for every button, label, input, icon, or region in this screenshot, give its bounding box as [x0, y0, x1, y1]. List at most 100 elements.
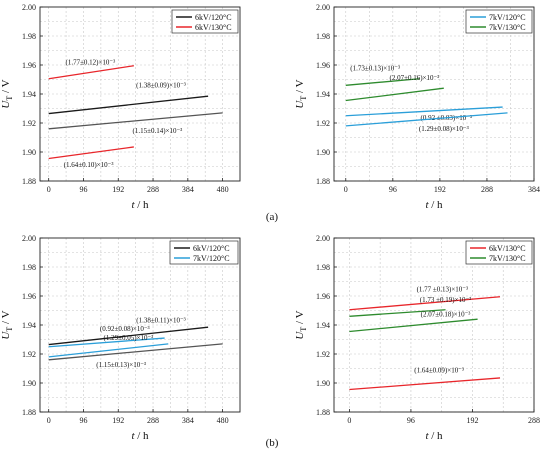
- y-tick-label: 1.94: [316, 321, 330, 330]
- y-tick-label: 1.90: [22, 379, 36, 388]
- chart-panel-3: 1.88 1.90 1.92 1.94 1.96 1.98 2.00 0 96 192 288 384…: [0, 234, 241, 442]
- x-tick-label: 96: [407, 416, 415, 425]
- y-tick-label: 1.92: [22, 119, 36, 128]
- legend-label: 7kV/130°C: [489, 254, 526, 263]
- x-axis-label: t / h: [131, 430, 149, 442]
- figure-label-a: (a): [266, 211, 279, 223]
- figure-label-b: (b): [266, 437, 279, 449]
- y-tick-label: 1.88: [22, 177, 36, 186]
- y-axis-label: UT / V: [0, 310, 14, 339]
- slope-annotation: (1.64±0.10)×10⁻³: [64, 161, 114, 169]
- series-line: [48, 326, 209, 346]
- x-tick-label: 288: [481, 185, 493, 194]
- y-tick-label: 1.96: [22, 61, 36, 70]
- x-tick-label: 192: [112, 185, 124, 194]
- chart-panel-2: 1.88 1.90 1.92 1.94 1.96 1.98 2.00 0 96 192 288 384…: [294, 3, 540, 211]
- x-tick-label: 96: [79, 416, 87, 425]
- legend-label: 6kV/130°C: [489, 244, 526, 253]
- series-line: [349, 318, 478, 333]
- x-tick-label: 192: [466, 416, 478, 425]
- slope-annotation: (1.77 ±0.13)×10⁻³: [417, 286, 469, 294]
- y-tick-label: 1.98: [316, 263, 330, 272]
- slope-annotation: (1.73±0.13)×10⁻³: [350, 65, 400, 73]
- series-line: [48, 65, 134, 80]
- x-tick-label: 384: [182, 185, 194, 194]
- slope-annotation: (1.64±0.09)×10⁻³: [414, 367, 464, 375]
- x-tick-label: 0: [344, 185, 348, 194]
- y-tick-label: 1.92: [316, 350, 330, 359]
- series-line: [48, 343, 169, 358]
- series-line: [48, 112, 223, 130]
- slope-annotation: (1.38±0.11)×10⁻³: [136, 316, 186, 324]
- legend-label: 7kV/120°C: [489, 13, 526, 22]
- y-tick-label: 1.92: [22, 350, 36, 359]
- x-tick-label: 288: [528, 416, 540, 425]
- y-tick-label: 1.88: [22, 408, 36, 417]
- x-tick-label: 0: [47, 416, 51, 425]
- x-tick-label: 192: [434, 185, 446, 194]
- x-tick-label: 96: [79, 185, 87, 194]
- legend-label: 7kV/130°C: [489, 23, 526, 32]
- series-line: [345, 106, 503, 117]
- legend-label: 6kV/130°C: [195, 23, 232, 32]
- x-tick-label: 384: [182, 416, 194, 425]
- legend-label: 6kV/120°C: [195, 13, 232, 22]
- x-tick-label: 480: [217, 185, 229, 194]
- y-tick-label: 1.96: [316, 61, 330, 70]
- y-tick-label: 1.98: [22, 32, 36, 41]
- slope-annotation: (1.77±0.12)×10⁻³: [65, 58, 115, 66]
- slope-annotation: (1.29±0.08)×10⁻³: [419, 125, 469, 133]
- y-tick-label: 1.96: [316, 292, 330, 301]
- y-tick-label: 1.90: [316, 148, 330, 157]
- x-tick-label: 0: [347, 416, 351, 425]
- series-line: [48, 343, 223, 361]
- slope-annotation: (1.15±0.13)×10⁻³: [96, 361, 146, 369]
- x-axis-label: t / h: [425, 430, 443, 442]
- y-tick-label: 1.88: [316, 408, 330, 417]
- slope-annotation: (1.73 ±0.19)×10⁻³: [420, 296, 472, 304]
- y-tick-label: 1.90: [316, 379, 330, 388]
- x-tick-label: 480: [217, 416, 229, 425]
- series-line: [48, 146, 134, 160]
- series-line: [349, 377, 501, 391]
- slope-annotation: (1.15±0.14)×10⁻³: [133, 127, 183, 135]
- y-tick-label: 1.96: [22, 292, 36, 301]
- y-tick-label: 1.90: [22, 148, 36, 157]
- legend-label: 6kV/120°C: [193, 244, 230, 253]
- x-tick-label: 96: [389, 185, 397, 194]
- legend-label: 7kV/120°C: [193, 254, 230, 263]
- x-axis-label: t / h: [425, 199, 443, 211]
- y-tick-label: 2.00: [22, 234, 36, 243]
- slope-annotation: (2.07±0.16)×10⁻³: [390, 74, 440, 82]
- series-line: [345, 87, 444, 102]
- y-tick-label: 1.98: [22, 263, 36, 272]
- y-axis-label: UT / V: [294, 310, 308, 339]
- y-tick-label: 2.00: [316, 234, 330, 243]
- x-tick-label: 288: [147, 416, 159, 425]
- y-tick-label: 1.94: [316, 90, 330, 99]
- series-line: [349, 309, 446, 317]
- x-tick-label: 192: [112, 416, 124, 425]
- y-tick-label: 2.00: [22, 3, 36, 12]
- y-tick-label: 1.98: [316, 32, 330, 41]
- slope-annotation: (0.92±0.08)×10⁻³: [100, 325, 150, 333]
- chart-panel-1: 1.88 1.90 1.92 1.94 1.96 1.98 2.00 0 96 192 288 384…: [0, 3, 241, 211]
- x-tick-label: 288: [147, 185, 159, 194]
- y-tick-label: 1.94: [22, 321, 36, 330]
- x-axis-label: t / h: [131, 199, 149, 211]
- y-tick-label: 1.94: [22, 90, 36, 99]
- series-line: [345, 112, 508, 127]
- chart-panel-4: 1.88 1.90 1.92 1.94 1.96 1.98 2.00 0 96 192 288 t /…: [294, 234, 540, 442]
- y-tick-label: 1.92: [316, 119, 330, 128]
- series-line: [48, 95, 209, 115]
- slope-annotation: (1.38±0.09)×10⁻³: [136, 81, 186, 89]
- x-tick-label: 0: [47, 185, 51, 194]
- y-axis-label: UT / V: [0, 79, 14, 108]
- x-tick-label: 384: [528, 185, 540, 194]
- series-line: [345, 78, 420, 86]
- slope-annotation: (2.07±0.18)×10⁻³: [421, 310, 471, 318]
- series-line: [48, 337, 165, 348]
- y-tick-label: 2.00: [316, 3, 330, 12]
- slope-annotation: (1.29±0.05)×10⁻³: [104, 334, 154, 342]
